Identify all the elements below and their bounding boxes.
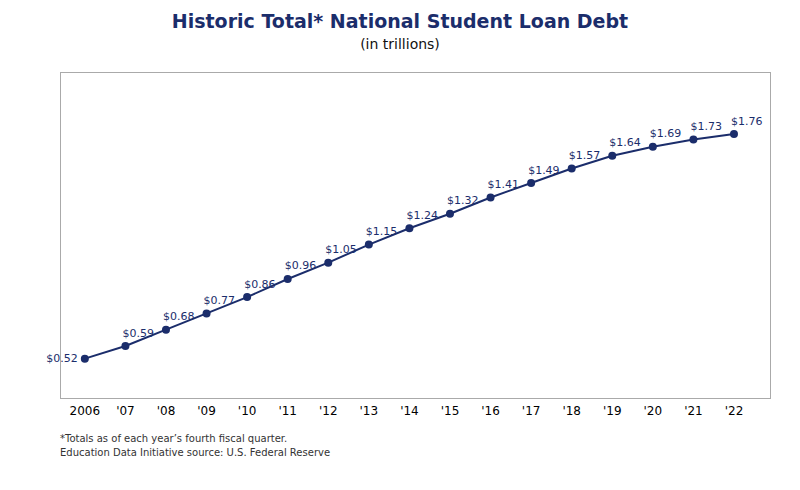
svg-text:$1.69: $1.69 [650, 127, 682, 140]
svg-text:'12: '12 [319, 404, 338, 418]
svg-text:'11: '11 [278, 404, 297, 418]
svg-text:$0.86: $0.86 [244, 278, 276, 291]
svg-text:'19: '19 [603, 404, 622, 418]
svg-text:$1.05: $1.05 [325, 243, 357, 256]
svg-text:$1.32: $1.32 [447, 194, 479, 207]
svg-text:$1.73: $1.73 [690, 120, 722, 133]
html-text:Historic Total* National Stude: Historic Total* National Student Loan De… [171, 10, 629, 32]
svg-text:$0.77: $0.77 [204, 294, 236, 307]
svg-text:$1.24: $1.24 [406, 209, 438, 222]
svg-text:'15: '15 [441, 404, 460, 418]
svg-text:$1.49: $1.49 [528, 163, 560, 176]
svg-text:$1.57: $1.57 [569, 149, 601, 162]
svg-text:$0.96: $0.96 [285, 259, 317, 272]
svg-text:'21: '21 [684, 404, 703, 418]
svg-text:'17: '17 [522, 404, 541, 418]
svg-text:'08: '08 [157, 404, 176, 418]
svg-text:'07: '07 [116, 404, 135, 418]
svg-text:$1.41: $1.41 [488, 178, 520, 191]
svg-text:$1.76: $1.76 [731, 115, 763, 128]
svg-text:'09: '09 [197, 404, 216, 418]
html-text:(in trillions): (in trillions) [360, 36, 440, 52]
svg-text:$0.68: $0.68 [163, 310, 195, 323]
svg-text:$1.15: $1.15 [366, 225, 398, 238]
svg-text:'14: '14 [400, 404, 419, 418]
svg-text:$0.59: $0.59 [122, 326, 153, 339]
svg-text:'18: '18 [562, 404, 581, 418]
svg-text:'16: '16 [481, 404, 500, 418]
svg-text:'22: '22 [725, 404, 744, 418]
svg-text:2006: 2006 [70, 404, 101, 418]
svg-text:$0.52: $0.52 [46, 352, 78, 365]
svg-text:$1.64: $1.64 [609, 136, 641, 149]
svg-text:'13: '13 [360, 404, 379, 418]
html-text:*Totals as of each year’s four: *Totals as of each year’s fourth fiscal … [60, 433, 288, 444]
svg-text:'10: '10 [238, 404, 257, 418]
html-text:Education Data Initiative sour: Education Data Initiative source: U.S. F… [60, 446, 331, 458]
svg-text:'20: '20 [644, 404, 663, 418]
